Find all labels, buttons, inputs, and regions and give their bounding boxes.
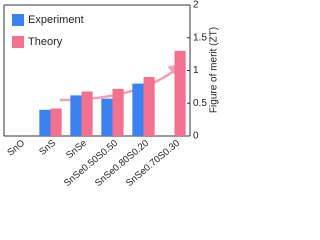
bar (132, 83, 144, 136)
legend-label: Theory (28, 36, 63, 48)
bar (50, 108, 62, 136)
x-tick-label: SnSe0.50S0.50 (62, 138, 120, 189)
x-tick-label: SnSe0.70S0.30 (124, 138, 182, 189)
y-tick-label: 1.5 (193, 32, 207, 43)
legend-swatch (12, 14, 24, 26)
page: Figure of merit (ZT) 0 0.5 1 1.5 2 SnO SnS SnSe… (3, 0, 220, 189)
y-axis-label: Figure of merit (ZT) (209, 27, 220, 113)
bar (174, 50, 186, 136)
bar (70, 95, 82, 136)
x-tick-label: SnS (37, 138, 58, 158)
bar (39, 109, 51, 136)
bar (81, 91, 93, 136)
bar (112, 88, 124, 136)
y-tick-label: 2 (193, 0, 199, 11)
y-tick-label: 1 (193, 65, 199, 76)
legend-label: Experiment (28, 14, 84, 26)
bar (101, 98, 113, 136)
y-tick-label: 0 (193, 131, 199, 142)
x-tick-label: SnO (5, 138, 27, 159)
x-tick-label: SnSe0.80S0.20 (93, 138, 151, 189)
bar (143, 77, 155, 136)
y-tick-label: 0.5 (193, 98, 207, 109)
legend-swatch (12, 36, 24, 48)
x-tick-label: SnSe (64, 138, 89, 161)
